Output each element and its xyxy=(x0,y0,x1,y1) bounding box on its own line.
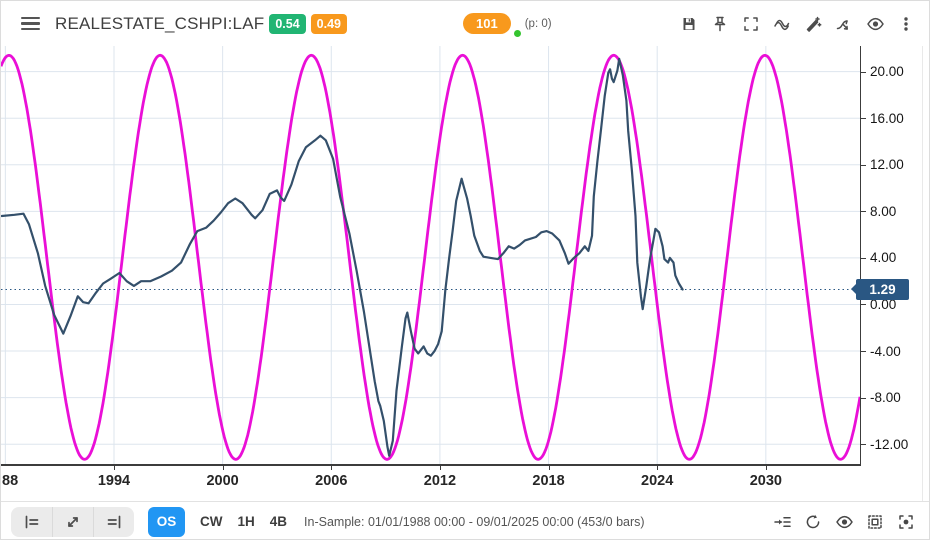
price-axis-tick xyxy=(861,444,866,446)
timeframe-cw[interactable]: CW xyxy=(200,514,223,529)
refresh-icon[interactable] xyxy=(802,511,824,533)
price-axis-label: 4.00 xyxy=(870,250,897,266)
timeframe-4b[interactable]: 4B xyxy=(269,514,288,529)
price-axis-line xyxy=(860,46,861,465)
metric-badge-green: 0.54 xyxy=(269,13,306,34)
price-axis-label: -4.00 xyxy=(870,343,901,359)
price-axis-tick xyxy=(861,118,866,120)
time-axis[interactable]: 88 1994 2000 2006 2012 2018 2024 2030 xyxy=(1,466,861,501)
toolbar-icons xyxy=(678,13,917,35)
price-axis-label: 20.00 xyxy=(870,64,904,80)
status-dot xyxy=(513,30,521,37)
menu-icon[interactable] xyxy=(21,17,40,30)
time-axis-tick xyxy=(113,466,115,470)
price-axis-label: 12.00 xyxy=(870,157,904,173)
time-axis-label: 88 xyxy=(2,473,19,489)
price-axis-label: 8.00 xyxy=(870,203,897,219)
time-axis-label: 2030 xyxy=(749,473,782,489)
time-axis-tick xyxy=(548,466,550,470)
time-axis-tick xyxy=(331,466,333,470)
price-axis-tick xyxy=(861,211,866,213)
price-axis-label: 16.00 xyxy=(870,110,904,126)
cycle-sine-line[interactable] xyxy=(1,53,860,461)
top-toolbar: REALESTATE_CSHPI:LAF 0.54 0.49 101 (p: 0… xyxy=(1,1,929,46)
price-axis-tick xyxy=(861,164,866,166)
data-series-line[interactable] xyxy=(1,57,684,457)
expand-diagonal-icon[interactable] xyxy=(52,506,93,537)
price-axis-tick xyxy=(861,351,866,353)
price-axis-tick xyxy=(861,257,866,259)
align-right-icon[interactable] xyxy=(93,506,134,537)
time-axis-line xyxy=(1,464,861,466)
time-axis-label: 1994 xyxy=(97,473,131,489)
time-axis-label: 2006 xyxy=(315,473,348,489)
pane-edge-divider xyxy=(922,46,923,501)
price-axis-label: -12.00 xyxy=(870,436,909,452)
fullscreen-icon[interactable] xyxy=(740,13,762,35)
kebab-menu-icon[interactable] xyxy=(895,13,917,35)
align-left-icon[interactable] xyxy=(11,507,52,537)
chart-area[interactable]: 20.00 16.00 12.00 8.00 4.00 0.00 -4.00 -8.00 -12… xyxy=(1,46,929,501)
in-sample-toggle-button[interactable]: OS xyxy=(148,506,185,537)
center-focus-icon[interactable] xyxy=(895,511,917,533)
last-price-badge: 1.29 xyxy=(851,278,909,300)
plot-canvas[interactable] xyxy=(1,46,860,465)
marquee-select-icon[interactable] xyxy=(864,511,886,533)
in-sample-range-text: In-Sample: 01/01/1988 00:00 - 09/01/2025… xyxy=(304,514,645,529)
alignment-segmented-control xyxy=(11,506,134,537)
metric-badge-orange: 0.49 xyxy=(310,13,348,34)
cycle-period-pill-wrap: 101 xyxy=(463,13,521,37)
cycle-period-pill: 101 xyxy=(463,13,511,34)
wand-icon[interactable] xyxy=(802,13,824,35)
pin-icon[interactable] xyxy=(709,13,731,35)
p-value-label: (p: 0) xyxy=(524,17,552,30)
time-axis-label: 2000 xyxy=(206,473,239,489)
time-axis-label: 2024 xyxy=(641,473,674,489)
eye-icon[interactable] xyxy=(864,13,886,35)
timeframe-1h[interactable]: 1H xyxy=(237,514,255,529)
time-axis-tick xyxy=(439,466,441,470)
eye-icon[interactable] xyxy=(833,511,855,533)
price-axis-tick xyxy=(861,71,866,73)
price-axis-tick xyxy=(861,304,866,306)
jump-to-end-icon[interactable] xyxy=(771,511,793,533)
time-axis-tick xyxy=(765,466,767,470)
price-axis-tick xyxy=(861,397,866,399)
time-axis-label: 2012 xyxy=(423,473,457,489)
price-axis[interactable]: 20.00 16.00 12.00 8.00 4.00 0.00 -4.00 -8.00 -12… xyxy=(861,46,929,501)
bottom-toolbar-icons xyxy=(771,511,917,533)
fork-arrow-icon[interactable] xyxy=(833,13,855,35)
save-icon[interactable] xyxy=(678,13,700,35)
symbol-title: REALESTATE_CSHPI:LAF xyxy=(55,13,265,33)
price-axis-label: -8.00 xyxy=(870,390,901,406)
price-axis-label: 0.00 xyxy=(870,296,897,312)
waves-icon[interactable] xyxy=(771,13,793,35)
time-axis-tick xyxy=(657,466,659,470)
time-axis-tick xyxy=(222,466,224,470)
bottom-toolbar: OS CW 1H 4B In-Sample: 01/01/1988 00:00 … xyxy=(1,501,929,539)
time-axis-label: 2018 xyxy=(532,473,565,489)
